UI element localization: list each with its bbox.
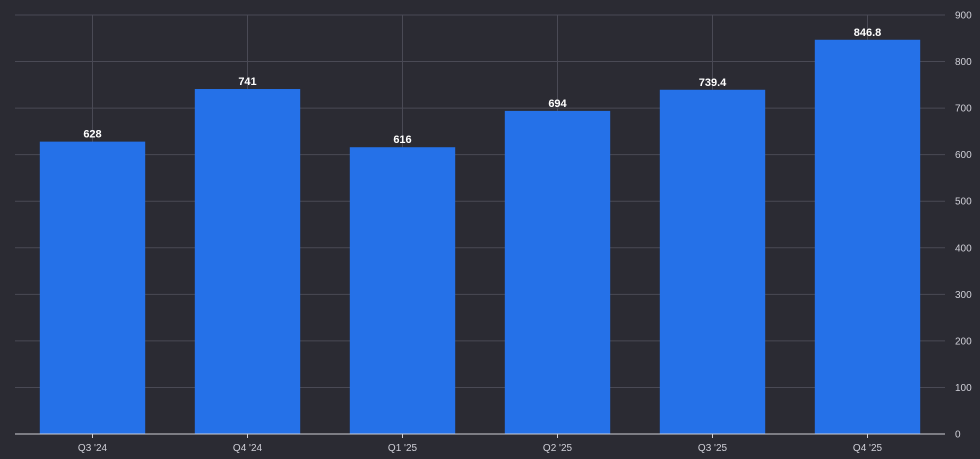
- bar[interactable]: [39, 141, 146, 434]
- gridlines: [15, 14, 945, 434]
- y-tick-label: 400: [955, 243, 972, 254]
- x-tick-label: Q4 '24: [233, 443, 263, 454]
- bar-value-label: 846.8: [854, 27, 882, 39]
- y-axis: 0 100 200 300 400 500 600 700 800 900: [955, 11, 972, 441]
- x-tick-label: Q4 '25: [853, 443, 883, 454]
- x-tick-label: Q2 '25: [543, 443, 573, 454]
- x-tick-label: Q3 '24: [78, 443, 108, 454]
- bar-value-label: 694: [548, 98, 567, 110]
- y-tick-label: 700: [955, 104, 972, 115]
- bar[interactable]: [814, 39, 921, 435]
- y-tick-label: 100: [955, 383, 972, 394]
- y-tick-label: 800: [955, 57, 972, 68]
- y-tick-label: 200: [955, 336, 972, 347]
- bar-value-label: 628: [83, 129, 101, 141]
- bar[interactable]: [659, 89, 766, 434]
- bar-value-label: 616: [393, 134, 411, 146]
- y-tick-label: 0: [955, 430, 961, 441]
- y-tick-label: 600: [955, 150, 972, 161]
- bar[interactable]: [349, 147, 456, 434]
- bar[interactable]: [194, 89, 301, 435]
- bars: [39, 39, 921, 435]
- bar[interactable]: [504, 110, 611, 434]
- x-tick-label: Q1 '25: [388, 443, 418, 454]
- bar-value-label: 739.4: [699, 77, 727, 89]
- bar-value-label: 741: [238, 76, 256, 88]
- data-labels: 628 741 616 694 739.4 846.8: [83, 27, 881, 146]
- y-tick-label: 900: [955, 11, 972, 22]
- x-tick-label: Q3 '25: [698, 443, 728, 454]
- y-tick-label: 500: [955, 197, 972, 208]
- y-tick-label: 300: [955, 290, 972, 301]
- x-axis: Q3 '24 Q4 '24 Q1 '25 Q2 '25 Q3 '25 Q4 '25: [15, 433, 945, 454]
